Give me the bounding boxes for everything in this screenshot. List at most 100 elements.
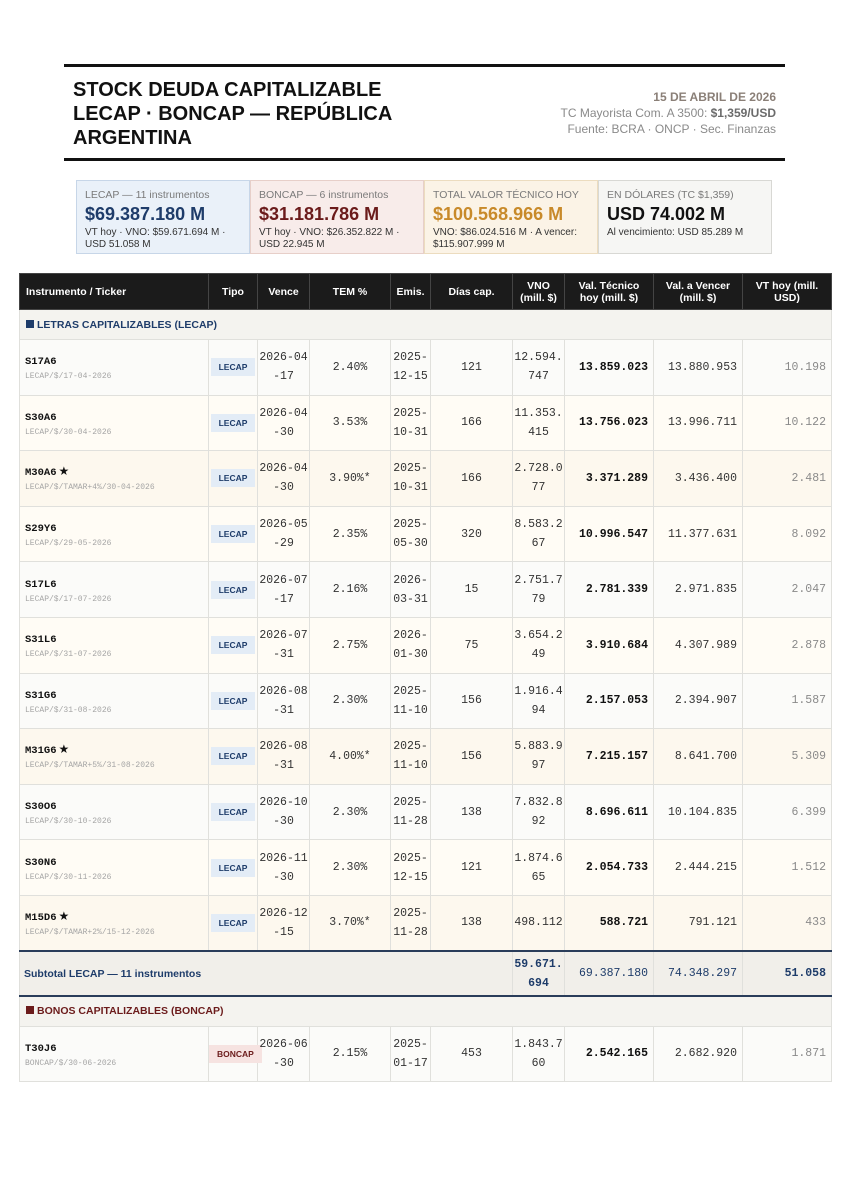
venc-cell: 13.996.711	[653, 394, 743, 452]
card-sub: Al vencimiento: USD 85.289 M	[607, 227, 744, 238]
ticker-sub: LECAP/$/TAMAR+2%/15-12-2026	[25, 927, 155, 937]
table-row: S17L6 LECAP/$/17-07-2026 LECAP 2026-07-17 2.…	[19, 561, 832, 618]
ticker-cell: S30A6 LECAP/$/30-04-2026	[19, 394, 209, 452]
usd-cell: 8.092	[742, 505, 832, 563]
card-lecap: LECAP — 11 instrumentos $69.387.180 M VT…	[76, 180, 250, 254]
vno-cell: 5.883.997	[512, 728, 565, 785]
dias-cell: 166	[430, 394, 513, 452]
emis-cell: 2025-11-28	[390, 783, 431, 841]
tipo-cell: LECAP	[208, 450, 258, 507]
tem-cell: 4.00%*	[309, 728, 391, 785]
report-header: STOCK DEUDA CAPITALIZABLE LECAP · BONCAP…	[64, 64, 785, 161]
ticker: S17L6	[25, 578, 57, 591]
ticker-sub: LECAP/$/TAMAR+5%/31-08-2026	[25, 761, 155, 771]
ticker: S30N6	[25, 856, 57, 869]
title-line-3: ARGENTINA	[73, 127, 192, 149]
ticker-sub: LECAP/$/29-05-2026	[25, 539, 112, 549]
variable-rate-star-icon: ★	[58, 464, 70, 479]
dias-cell: 138	[430, 783, 513, 841]
col-header: Val. Técnico hoy (mill. $)	[564, 273, 654, 310]
card-value: $100.568.966 M	[433, 204, 564, 224]
vence-cell: 2026-07-17	[257, 561, 310, 618]
ticker-sub: LECAP/$/30-11-2026	[25, 872, 112, 882]
tem-cell: 3.70%*	[309, 894, 391, 952]
tipo-badge: LECAP	[210, 803, 256, 822]
vno-cell: 1.916.494	[512, 672, 565, 730]
section-title: LETRAS CAPITALIZABLES (LECAP)	[19, 309, 832, 340]
usd-cell: 6.399	[742, 783, 832, 841]
tipo-cell: LECAP	[208, 672, 258, 730]
venc-cell: 2.971.835	[653, 561, 743, 618]
vno-cell: 1.874.665	[512, 839, 565, 896]
tipo-badge: LECAP	[210, 580, 256, 599]
emis-cell: 2025-05-30	[390, 505, 431, 563]
emis-cell: 2026-01-30	[390, 616, 431, 674]
vt-cell: 2.542.165	[564, 1025, 654, 1083]
col-header: Vence	[257, 273, 310, 310]
card-label: EN DÓLARES (TC $1,359)	[607, 189, 734, 201]
vno-cell: 7.832.892	[512, 783, 565, 841]
tipo-badge: LECAP	[210, 691, 256, 710]
col-header: Val. a Vencer (mill. $)	[653, 273, 743, 310]
usd-cell: 1.871	[742, 1025, 832, 1083]
section-marker-icon	[26, 319, 34, 328]
venc-cell: 13.880.953	[653, 339, 743, 396]
ticker-cell: S30N6 LECAP/$/30-11-2026	[19, 839, 209, 896]
vence-cell: 2026-04-30	[257, 450, 310, 507]
tipo-cell: LECAP	[208, 394, 258, 452]
ticker-cell: M31G6 ★ LECAP/$/TAMAR+5%/31-08-2026	[19, 728, 209, 785]
section-boncap: BONOS CAPITALIZABLES (BONCAP)	[19, 995, 832, 1027]
tem-cell: 2.40%	[309, 339, 391, 396]
vno-cell: 11.353.415	[512, 394, 565, 452]
summary-cards: LECAP — 11 instrumentos $69.387.180 M VT…	[76, 180, 772, 254]
exchange-rate: TC Mayorista Com. A 3500: $1,359/USD	[561, 105, 776, 121]
vno-cell: 3.654.249	[512, 616, 565, 674]
vence-cell: 2026-07-31	[257, 616, 310, 674]
subtotal-row: Subtotal LECAP — 11 instrumentos 59.671.6…	[19, 950, 832, 998]
title-line-1: STOCK DEUDA CAPITALIZABLE	[73, 79, 382, 101]
card-value: $31.181.786 M	[259, 204, 380, 224]
vence-cell: 2026-04-30	[257, 394, 310, 452]
card-value: $69.387.180 M	[85, 204, 206, 224]
emis-cell: 2025-11-10	[390, 728, 431, 785]
ticker-sub: BONCAP/$/30-06-2026	[25, 1058, 117, 1068]
col-header: Instrumento / Ticker	[19, 273, 209, 310]
table-row: M31G6 ★ LECAP/$/TAMAR+5%/31-08-2026 LECAP 20…	[19, 728, 832, 785]
dias-cell: 453	[430, 1025, 513, 1083]
tipo-cell: LECAP	[208, 728, 258, 785]
vt-cell: 13.859.023	[564, 339, 654, 396]
tipo-cell: LECAP	[208, 561, 258, 618]
emis-cell: 2025-10-31	[390, 394, 431, 452]
card-label: LECAP — 11 instrumentos	[85, 189, 210, 201]
ticker-sub: LECAP/$/31-08-2026	[25, 705, 112, 715]
card-label: BONCAP — 6 instrumentos	[259, 189, 389, 201]
usd-cell: 433	[742, 894, 832, 952]
variable-rate-star-icon: ★	[58, 908, 70, 923]
ticker: S30A6	[25, 411, 57, 424]
vence-cell: 2026-10-30	[257, 783, 310, 841]
usd-cell: 2.047	[742, 561, 832, 618]
tipo-badge: LECAP	[210, 413, 256, 432]
vno-cell: 1.843.760	[512, 1025, 565, 1083]
table-row: S30A6 LECAP/$/30-04-2026 LECAP 2026-04-30 3.…	[19, 394, 832, 452]
ticker: T30J6	[25, 1042, 57, 1055]
tipo-badge: LECAP	[210, 858, 256, 877]
ticker-cell: M30A6 ★ LECAP/$/TAMAR+4%/30-04-2026	[19, 450, 209, 507]
card-value: USD 74.002 M	[607, 204, 726, 224]
vno-cell: 498.112	[512, 894, 565, 952]
vt-cell: 3.371.289	[564, 450, 654, 507]
tem-cell: 2.30%	[309, 783, 391, 841]
col-header: Emis.	[390, 273, 431, 310]
usd-cell: 10.198	[742, 339, 832, 396]
table-row: S31G6 LECAP/$/31-08-2026 LECAP 2026-08-31 2.…	[19, 672, 832, 730]
vt-cell: 2.054.733	[564, 839, 654, 896]
dias-cell: 15	[430, 561, 513, 618]
tem-cell: 2.15%	[309, 1025, 391, 1083]
table-row: S17A6 LECAP/$/17-04-2026 LECAP 2026-04-17 2.…	[19, 339, 832, 396]
tipo-badge: LECAP	[210, 747, 256, 766]
source-line: Fuente: BCRA · ONCP · Sec. Finanzas	[567, 122, 776, 136]
ticker: S17A6	[25, 356, 57, 369]
tem-cell: 3.90%*	[309, 450, 391, 507]
venc-cell: 4.307.989	[653, 616, 743, 674]
col-header: VT hoy (mill. USD)	[742, 273, 832, 310]
